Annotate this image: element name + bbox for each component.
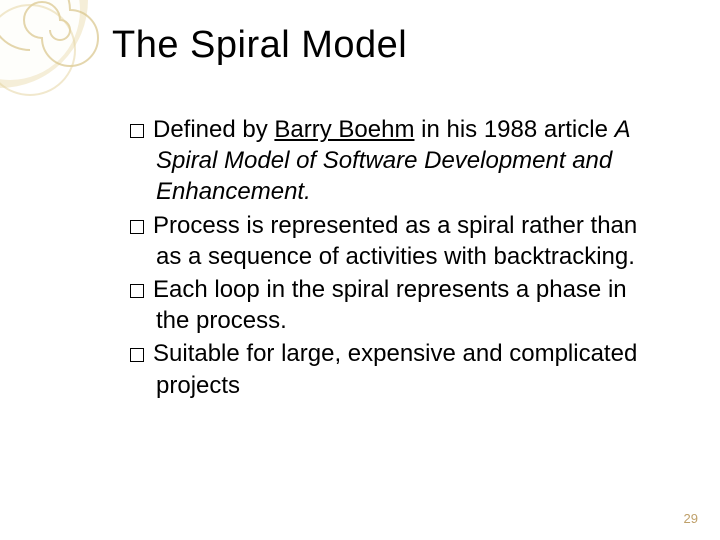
bullet-item: Defined by Barry Boehm in his 1988 artic… [130,114,660,208]
bullet-link[interactable]: Barry Boehm [274,116,414,143]
corner-decoration [0,0,140,140]
slide-title: The Spiral Model [112,24,407,67]
bullet-text-mid: in his 1988 article [414,116,614,143]
bullet-item: Each loop in the spiral represents a pha… [130,274,660,336]
bullet-text: Process is represented as a spiral rathe… [153,212,637,270]
square-bullet-icon [130,220,144,234]
bullet-item: Suitable for large, expensive and compli… [130,338,660,400]
page-number: 29 [684,511,698,526]
bullet-item: Process is represented as a spiral rathe… [130,210,660,272]
bullet-text: Each loop in the spiral represents a pha… [153,276,627,334]
bullet-text: Suitable for large, expensive and compli… [153,340,637,398]
square-bullet-icon [130,348,144,362]
square-bullet-icon [130,284,144,298]
bullet-text-pre: Defined by [153,116,274,143]
square-bullet-icon [130,124,144,138]
bullet-list: Defined by Barry Boehm in his 1988 artic… [130,114,660,403]
